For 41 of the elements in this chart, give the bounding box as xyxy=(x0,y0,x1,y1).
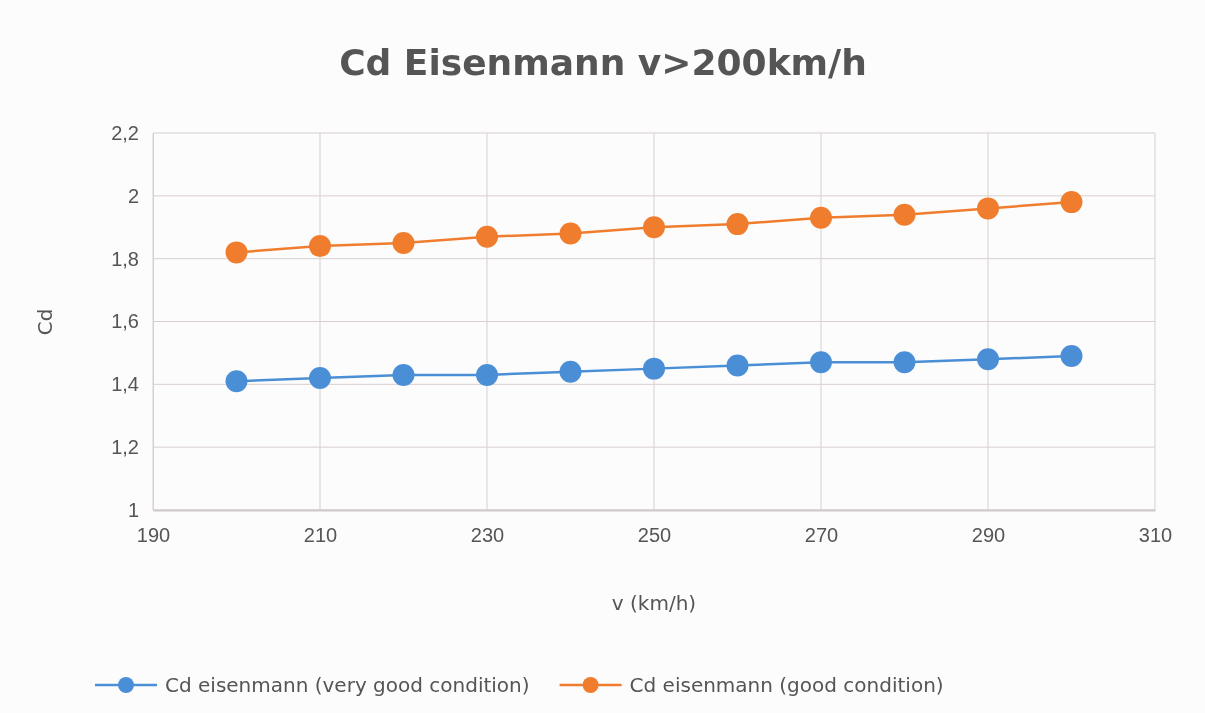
x-tick-label: 190 xyxy=(136,524,171,547)
point xyxy=(643,357,665,380)
point xyxy=(977,348,999,371)
point xyxy=(810,206,832,229)
point xyxy=(726,354,749,377)
x-tick-label: 210 xyxy=(303,524,338,547)
point xyxy=(225,241,248,264)
point xyxy=(810,351,832,374)
x-tick-label: 310 xyxy=(1138,524,1173,547)
y-tick-label: 1,4 xyxy=(111,373,139,396)
point xyxy=(559,222,582,245)
x-tick-label: 290 xyxy=(971,524,1006,547)
point xyxy=(392,231,415,254)
point xyxy=(643,216,665,239)
point xyxy=(726,213,749,236)
y-tick-label: 1 xyxy=(127,498,139,521)
point xyxy=(392,363,415,386)
point xyxy=(893,203,916,226)
point xyxy=(893,351,916,374)
y-axis-title: Cd xyxy=(33,308,57,336)
y-tick-label: 1,8 xyxy=(111,247,139,270)
y-tick-label: 1,6 xyxy=(111,310,139,333)
point xyxy=(1060,191,1083,214)
point xyxy=(977,197,999,220)
point xyxy=(476,225,498,248)
legend-label: Cd eisenmann (good condition) xyxy=(629,673,944,697)
x-tick-label: 230 xyxy=(470,524,505,547)
point xyxy=(225,370,248,393)
point xyxy=(309,367,331,390)
point xyxy=(1060,345,1083,368)
legend-label: Cd eisenmann (very good condition) xyxy=(165,673,530,697)
chart-title: Cd Eisenmann v>200km/h xyxy=(339,42,867,83)
x-tick-label: 250 xyxy=(637,524,672,547)
y-tick-label: 1,2 xyxy=(111,436,139,459)
point xyxy=(559,360,582,383)
y-tick-label: 2,2 xyxy=(111,121,139,144)
x-axis-title: v (km/h) xyxy=(611,591,697,615)
point xyxy=(309,235,331,258)
y-tick-label: 2 xyxy=(127,184,139,207)
x-tick-label: 270 xyxy=(804,524,839,547)
point xyxy=(476,363,498,386)
